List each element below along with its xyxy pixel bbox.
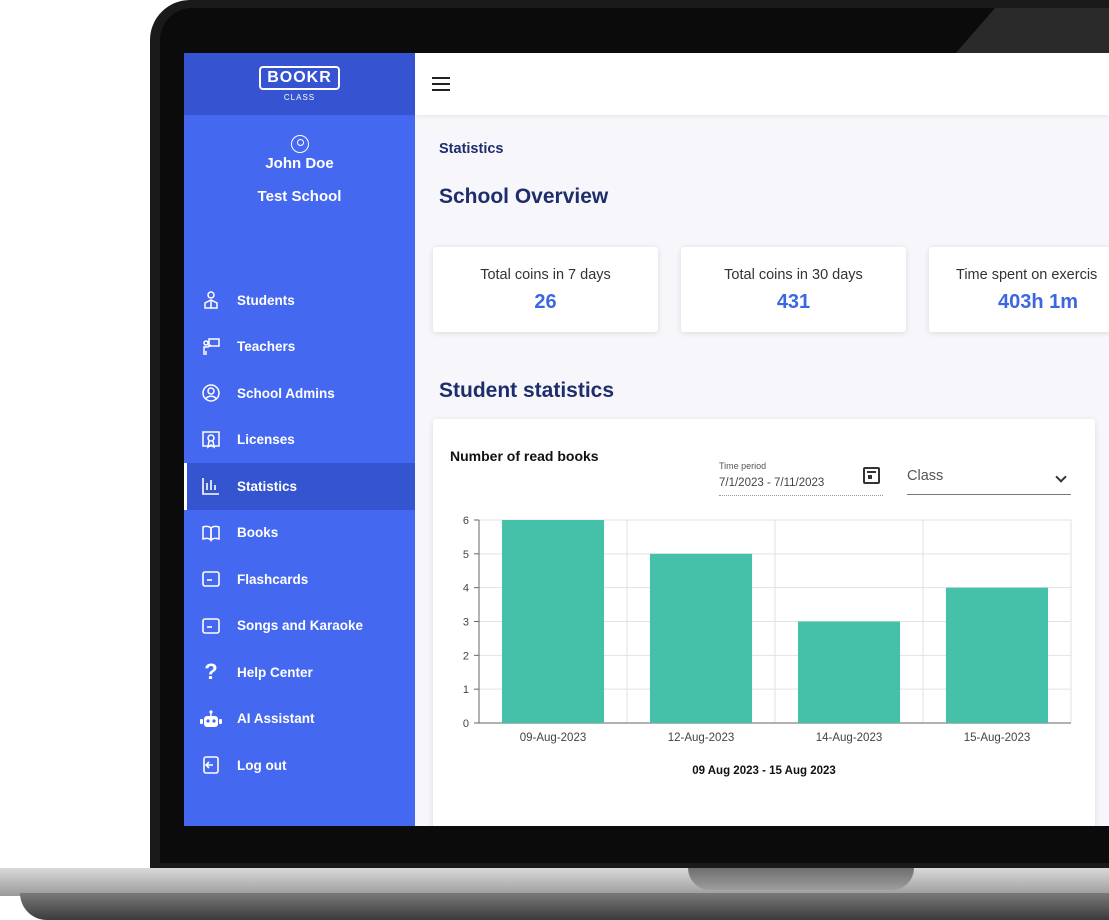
stat-card-value: 431 <box>776 291 811 313</box>
time-period-input[interactable]: 7/1/2023 - 7/11/2023 <box>719 477 883 496</box>
top-bar <box>415 53 1109 115</box>
laptop-notch <box>688 868 914 890</box>
sidebar-item-label: Log out <box>237 757 287 773</box>
y-tick-label: 1 <box>463 684 469 696</box>
profile: John Doe Test School <box>184 115 415 205</box>
bar-chart-icon <box>200 475 222 497</box>
class-select[interactable]: Class <box>907 467 1071 495</box>
chevron-down-icon <box>1055 471 1067 483</box>
question-icon: ? <box>204 659 218 685</box>
sidebar-item-label: Help Center <box>237 664 313 680</box>
x-tick-label: 09-Aug-2023 <box>520 732 587 744</box>
bar <box>945 587 1049 723</box>
app-screen: BOOKR CLASS John Doe Test School Student… <box>184 53 1109 826</box>
stat-card-label: Time spent on exercis <box>956 267 1098 283</box>
sidebar-item-label: Licenses <box>237 432 295 448</box>
sidebar-item-school-admins[interactable]: School Admins <box>184 370 415 417</box>
admin-user-icon <box>200 382 222 404</box>
user-circle-icon <box>290 135 309 153</box>
bar <box>797 621 901 723</box>
read-books-chart-card: Number of read books Time period 7/1/202… <box>433 419 1095 826</box>
sidebar: BOOKR CLASS John Doe Test School Student… <box>184 53 415 826</box>
calendar-icon[interactable] <box>863 467 880 484</box>
brand-bar[interactable]: BOOKR CLASS <box>184 53 415 115</box>
sidebar-item-students[interactable]: Students <box>184 277 415 324</box>
sidebar-item-licenses[interactable]: Licenses <box>184 417 415 464</box>
brand-logo: BOOKR <box>259 66 340 90</box>
sidebar-item-help-center[interactable]: ? Help Center <box>184 649 415 696</box>
bar-chart: 0 1 2 3 4 5 6 09-Aug-2023 12-Aug-2023 14-Aug-2023… <box>463 515 1072 744</box>
chart-range-label: 09 Aug 2023 - 15 Aug 2023 <box>692 765 836 777</box>
sidebar-item-label: Statistics <box>237 478 298 494</box>
teacher-icon <box>200 336 222 358</box>
x-tick-label: 14-Aug-2023 <box>816 732 883 744</box>
flashcard-icon <box>200 568 222 590</box>
stat-card-time-spent: Time spent on exercis 403h 1m <box>929 247 1109 332</box>
y-tick-label: 0 <box>463 718 469 730</box>
sidebar-item-songs-karaoke[interactable]: Songs and Karaoke <box>184 603 415 650</box>
breadcrumb: Statistics <box>439 141 504 157</box>
sidebar-item-label: Students <box>237 292 295 308</box>
sidebar-item-statistics[interactable]: Statistics <box>184 463 415 510</box>
profile-school: Test School <box>257 188 342 205</box>
section-title-overview: School Overview <box>439 185 609 208</box>
y-tick-label: 3 <box>463 617 469 629</box>
class-select-placeholder: Class <box>907 468 944 484</box>
sidebar-item-ai-assistant[interactable]: AI Assistant <box>184 696 415 743</box>
stat-card-coins-7-days: Total coins in 7 days 26 <box>433 247 658 332</box>
laptop-base-edge <box>20 893 1109 920</box>
stat-card-value: 403h 1m <box>998 291 1079 313</box>
song-icon <box>200 615 222 637</box>
sidebar-item-label: Books <box>237 525 279 541</box>
stat-card-coins-30-days: Total coins in 30 days 431 <box>681 247 906 332</box>
y-tick-label: 5 <box>463 549 469 561</box>
stat-card-value: 26 <box>534 291 557 313</box>
sidebar-item-label: School Admins <box>237 385 335 401</box>
y-tick-label: 4 <box>463 583 469 595</box>
brand-sub: CLASS <box>283 93 316 102</box>
robot-icon <box>200 708 222 730</box>
student-icon <box>200 289 222 311</box>
sidebar-item-flashcards[interactable]: Flashcards <box>184 556 415 603</box>
sidebar-nav: Students Teachers School Admins <box>184 277 415 789</box>
sidebar-item-label: Teachers <box>237 339 296 355</box>
profile-name: John Doe <box>265 155 334 172</box>
x-tick-label: 12-Aug-2023 <box>668 732 735 744</box>
section-title-student-statistics: Student statistics <box>439 379 615 402</box>
sidebar-item-log-out[interactable]: Log out <box>184 742 415 789</box>
hamburger-menu-icon[interactable] <box>432 77 450 91</box>
logout-icon <box>200 754 222 776</box>
sidebar-item-label: AI Assistant <box>237 711 315 727</box>
x-tick-label: 15-Aug-2023 <box>964 732 1031 744</box>
stat-card-label: Total coins in 7 days <box>480 267 611 283</box>
license-icon <box>200 429 222 451</box>
stat-card-label: Total coins in 30 days <box>724 267 863 283</box>
bar <box>649 553 753 723</box>
sidebar-item-label: Flashcards <box>237 571 309 587</box>
y-tick-label: 6 <box>463 515 469 527</box>
y-tick-label: 2 <box>463 650 469 662</box>
main-content: Statistics School Overview Total coins i… <box>415 115 1109 826</box>
laptop-base <box>0 868 1109 896</box>
sidebar-item-books[interactable]: Books <box>184 510 415 557</box>
bar <box>501 520 605 723</box>
book-icon <box>200 522 222 544</box>
sidebar-item-teachers[interactable]: Teachers <box>184 324 415 371</box>
sidebar-item-label: Songs and Karaoke <box>237 618 364 634</box>
chart-title: Number of read books <box>450 448 599 464</box>
time-period-label: Time period <box>719 461 767 471</box>
